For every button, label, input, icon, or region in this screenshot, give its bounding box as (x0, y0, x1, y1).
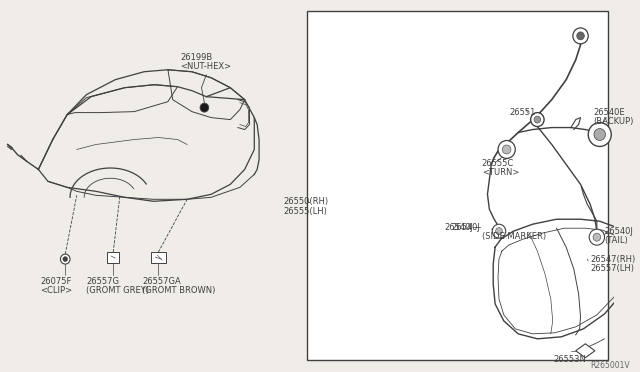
Text: (GROMT GREY): (GROMT GREY) (86, 286, 149, 295)
Text: 26540E: 26540E (593, 108, 625, 117)
Text: (SIDE MARKER): (SIDE MARKER) (482, 232, 546, 241)
Text: <TURN>: <TURN> (482, 169, 519, 177)
Circle shape (594, 129, 605, 141)
Text: <NUT-HEX>: <NUT-HEX> (180, 62, 232, 71)
Text: 26551: 26551 (510, 108, 536, 117)
Text: 26555C: 26555C (482, 160, 514, 169)
Circle shape (502, 145, 511, 154)
Text: 26075F: 26075F (40, 277, 72, 286)
Text: (BACKUP): (BACKUP) (593, 116, 634, 126)
Text: <CLIP>: <CLIP> (40, 286, 72, 295)
Circle shape (589, 229, 605, 245)
Text: (TAIL): (TAIL) (605, 236, 628, 245)
Text: 26555(LH): 26555(LH) (283, 207, 327, 216)
Circle shape (60, 254, 70, 264)
Circle shape (495, 228, 502, 235)
Text: 26540J: 26540J (605, 227, 634, 236)
Circle shape (573, 28, 588, 44)
Text: 26540J: 26540J (451, 223, 480, 232)
Text: 26553N: 26553N (554, 355, 586, 364)
Text: 26540J—: 26540J— (444, 223, 482, 232)
Text: 26557(LH): 26557(LH) (590, 264, 634, 273)
Circle shape (593, 233, 601, 241)
Polygon shape (576, 344, 595, 358)
FancyBboxPatch shape (151, 251, 166, 263)
Circle shape (200, 103, 209, 112)
Text: 26547(RH): 26547(RH) (590, 255, 636, 264)
Text: 26199B: 26199B (180, 53, 212, 62)
Text: R265001V: R265001V (590, 361, 630, 370)
FancyBboxPatch shape (107, 251, 120, 263)
Circle shape (588, 122, 611, 147)
Circle shape (498, 141, 515, 158)
Circle shape (492, 224, 506, 238)
Circle shape (531, 113, 544, 126)
Text: 26550(RH): 26550(RH) (283, 197, 328, 206)
Bar (307, 11, 608, 360)
Circle shape (534, 116, 541, 123)
Circle shape (63, 257, 68, 262)
Text: (GROMT BROWN): (GROMT BROWN) (142, 286, 216, 295)
Text: 26557G: 26557G (86, 277, 120, 286)
Circle shape (577, 32, 584, 40)
Text: 26557GA: 26557GA (142, 277, 180, 286)
